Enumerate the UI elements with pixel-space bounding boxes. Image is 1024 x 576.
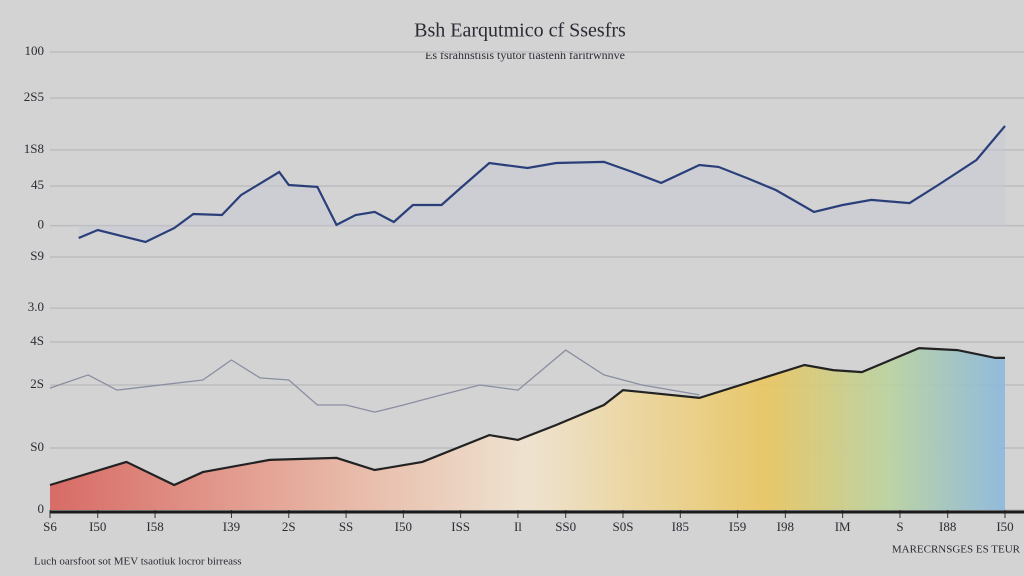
x-tick-label: I50 — [89, 519, 106, 534]
y-tick-label: 3.0 — [28, 299, 44, 314]
chart-title: Bsh Earqutmico cf Ssesfrs — [414, 20, 626, 42]
x-tick-label: I88 — [939, 519, 956, 534]
y-tick-label: 2S5 — [24, 89, 44, 104]
x-tick-label: I98 — [777, 519, 794, 534]
y-tick-label: S9 — [30, 248, 44, 263]
y-tick-label: 100 — [25, 43, 45, 58]
y-tick-label: 2S — [30, 376, 44, 391]
corner-note: MARECRNSGES ES TEUR — [892, 544, 1021, 556]
chart-subtitle: Es fsrahnstisis tyutor tiastenh faritrwn… — [425, 48, 625, 62]
x-tick-label: I50 — [996, 519, 1013, 534]
y-tick-label: 0 — [38, 501, 45, 516]
x-tick-label: I58 — [146, 519, 163, 534]
x-tick-label: I50 — [395, 519, 412, 534]
y-tick-label: 4S — [30, 333, 44, 348]
area — [50, 348, 1005, 510]
x-tick-label: IM — [835, 519, 851, 534]
line — [49, 349, 700, 413]
x-tick-label: SS — [339, 519, 353, 534]
x-tick-label: SS0 — [555, 519, 576, 534]
x-tick-label: 2S — [282, 519, 296, 534]
y-tick-label: 0 — [38, 217, 45, 232]
x-tick-label: I39 — [223, 519, 240, 534]
area — [78, 126, 1005, 242]
x-tick-label: I85 — [672, 519, 689, 534]
x-tick-label: S6 — [43, 519, 57, 534]
x-tick-label: S — [896, 519, 903, 534]
x-tick-label: I59 — [729, 519, 746, 534]
line — [49, 346, 1005, 487]
y-tick-label: 1S8 — [24, 141, 44, 156]
x-tick-label: ISS — [451, 519, 470, 534]
y-tick-label: S0 — [30, 439, 44, 454]
footnote: Luch oarsfoot sot MEV tsaotiuk locror bi… — [34, 556, 242, 568]
y-tick-label: 45 — [31, 177, 44, 192]
line — [78, 125, 1006, 244]
x-tick-label: S0S — [613, 519, 634, 534]
x-tick-label: Il — [514, 519, 522, 534]
